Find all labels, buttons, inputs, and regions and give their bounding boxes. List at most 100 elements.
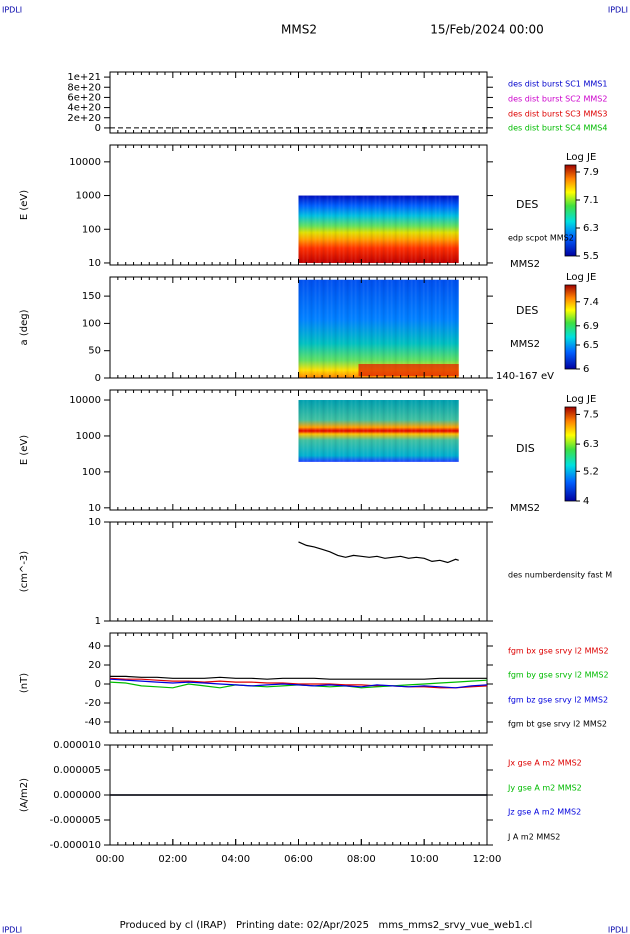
spectrogram-texture — [394, 195, 397, 263]
y-tick-label: 100 — [82, 318, 101, 329]
spectrogram-texture — [318, 400, 321, 462]
spectrogram — [298, 195, 459, 263]
colorbar-tick-label: 7.9 — [583, 167, 599, 178]
spectrogram-texture — [430, 400, 433, 462]
spectrogram-texture — [450, 279, 453, 378]
spectrogram-texture — [426, 279, 429, 378]
spectrogram-texture — [370, 195, 373, 263]
colorbar-tick-label: 6.5 — [583, 340, 599, 351]
y-tick-label: 10 — [88, 258, 101, 269]
spectrogram-texture — [354, 195, 357, 263]
spectrogram-texture — [350, 279, 353, 378]
spectrogram-texture — [358, 195, 361, 263]
spectrogram-texture — [346, 195, 349, 263]
x-tick-label: 12:00 — [473, 854, 502, 865]
spectrogram-texture — [426, 195, 429, 263]
spectrogram-texture — [402, 400, 405, 462]
spectrogram-texture — [394, 400, 397, 462]
y-tick-label: 10 — [88, 503, 101, 514]
colorbar-tick-label: 7.1 — [583, 195, 599, 206]
spectrogram-texture — [386, 400, 389, 462]
spectrogram-texture — [334, 400, 337, 462]
panel: 1 10 (cm^-3) des numberdensity fast M — [19, 517, 612, 627]
spectrogram-texture — [370, 400, 373, 462]
spectrogram-texture — [434, 279, 437, 378]
spectrogram-texture — [302, 195, 305, 263]
spectrogram-texture — [338, 195, 341, 263]
legend-entry: Jy gse A m2 MMS2 — [507, 784, 582, 793]
spectrogram-texture — [414, 195, 417, 263]
panel: -40 -20 0 20 40 (nT) fgm bx gse srvy l2 MMS2 fg… — [19, 632, 609, 734]
spectrogram-texture — [306, 400, 309, 462]
side-label: DES — [516, 304, 538, 317]
date: 15/Feb/2024 00:00 — [430, 23, 544, 37]
colorbar-tick-label: 6 — [583, 364, 589, 375]
x-tick-label: 02:00 — [158, 854, 187, 865]
spectrogram-texture — [306, 195, 309, 263]
spectrogram-texture — [334, 279, 337, 378]
spectrogram-texture — [378, 195, 381, 263]
series-line — [298, 541, 459, 564]
colorbar — [564, 284, 577, 370]
spectrogram-texture — [410, 195, 413, 263]
colorbar-tick-label: 6.3 — [583, 439, 599, 450]
axes-frame — [109, 521, 488, 622]
panel: Log JE 7.5 6.3 5.2 4 DIS MMS2 10 100 1000 10000 E (… — [19, 389, 599, 514]
colorbar — [564, 164, 577, 257]
y-tick-label: -0.000005 — [50, 815, 101, 826]
legend-entry: Jz gse A m2 MMS2 — [507, 808, 581, 817]
colorbar-tick-label: 7.4 — [583, 297, 599, 308]
spectrogram-texture — [310, 279, 313, 378]
spectrogram-texture — [446, 279, 449, 378]
colorbar-tick-label: 6.3 — [583, 223, 599, 234]
spectrogram-texture — [422, 279, 425, 378]
panel: -0.000010 -0.000005 0.000000 0.000005 0.0000… — [19, 740, 582, 865]
spectrogram-texture — [390, 279, 393, 378]
spectrogram-texture — [438, 279, 441, 378]
y-tick-label: 0.000005 — [53, 765, 101, 776]
spectrogram-texture — [394, 279, 397, 378]
x-tick-label: 10:00 — [410, 854, 439, 865]
spectrogram-texture — [402, 195, 405, 263]
colorbar — [564, 406, 577, 502]
spectrogram-texture — [366, 195, 369, 263]
legend-entry: des numberdensity fast M — [508, 571, 612, 580]
spectrogram-texture — [326, 195, 329, 263]
y-axis-label: (A/m2) — [19, 778, 30, 812]
legend-entry: des dist burst SC3 MMS3 — [508, 110, 607, 119]
spectrogram-texture — [334, 195, 337, 263]
y-tick-label: 0 — [95, 123, 101, 134]
spectrogram-texture — [298, 195, 301, 263]
y-tick-label: -20 — [85, 698, 101, 709]
spectrogram-texture — [438, 195, 441, 263]
spectrogram-texture — [402, 279, 405, 378]
colorbar-label: Log JE — [566, 272, 596, 283]
spectrogram-texture — [318, 279, 321, 378]
spectrogram-texture — [358, 279, 361, 378]
side-label: MMS2 — [510, 503, 540, 514]
colorbar-label: Log JE — [566, 152, 596, 163]
spectrogram — [298, 400, 459, 462]
spectrogram-texture — [330, 400, 333, 462]
mission: MMS2 — [281, 23, 317, 37]
spectrogram-texture — [406, 195, 409, 263]
spectrogram-texture — [410, 279, 413, 378]
spectrogram-texture — [374, 279, 377, 378]
y-tick-label: 10 — [88, 517, 101, 528]
colorbar-tick-label: 7.5 — [583, 409, 599, 420]
spectrogram-texture — [418, 279, 421, 378]
y-tick-label: 50 — [88, 346, 101, 357]
spectrogram-texture — [374, 400, 377, 462]
spectrogram-texture — [382, 195, 385, 263]
spectrogram-texture — [386, 195, 389, 263]
corner-label: IPDLI — [608, 6, 628, 15]
spectrogram-texture — [410, 400, 413, 462]
spectrogram-texture — [354, 400, 357, 462]
side-label: MMS2 — [510, 339, 540, 350]
spectrogram-texture — [426, 400, 429, 462]
colorbar-label: Log JE — [566, 394, 596, 405]
legend-entry: fgm bz gse srvy l2 MMS2 — [508, 696, 608, 705]
corner-label: IPDLI — [2, 6, 22, 15]
spectrogram-texture — [366, 279, 369, 378]
